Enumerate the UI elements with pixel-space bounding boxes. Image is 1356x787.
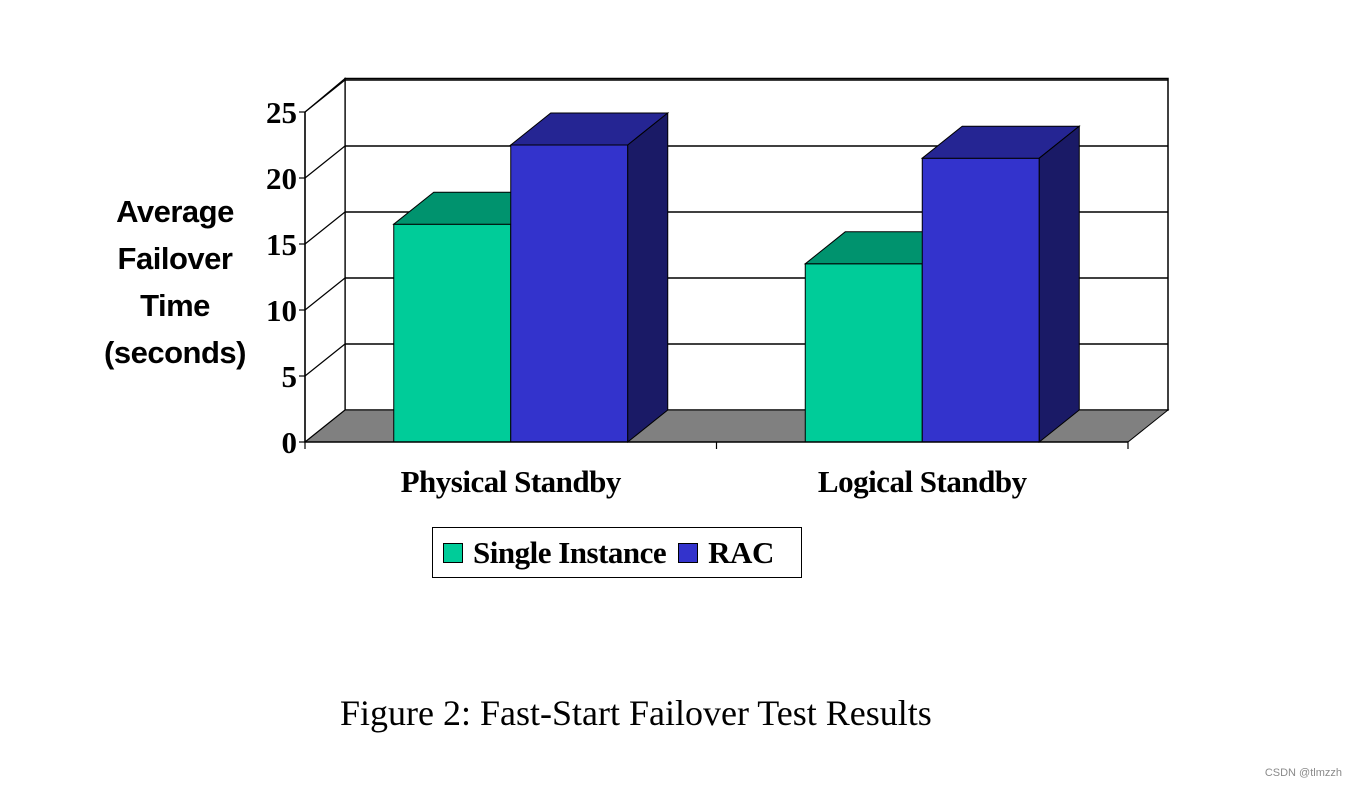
bar-side	[627, 111, 669, 444]
bar-front	[510, 144, 629, 443]
y-tick-label: 10	[266, 293, 297, 328]
category-label: Physical Standby	[401, 464, 622, 499]
y-tick-label: 0	[282, 425, 298, 460]
watermark: CSDN @tlmzzh	[1264, 767, 1342, 779]
bar-front	[393, 223, 512, 443]
bar-front	[921, 157, 1040, 443]
y-axis-label-line: Time	[140, 288, 210, 323]
legend-item-single-instance: Single Instance	[443, 534, 667, 571]
y-tick-label: 15	[266, 227, 297, 262]
bars	[392, 111, 1081, 444]
legend-swatch	[678, 542, 699, 563]
legend-item-rac: RAC	[678, 535, 774, 571]
legend-label: RAC	[708, 534, 774, 570]
side-wall	[304, 77, 346, 444]
legend-label: Single Instance	[473, 534, 667, 570]
legend-swatch	[443, 542, 463, 563]
y-tick-label: 25	[266, 95, 297, 130]
gridline-side	[304, 211, 346, 245]
category-label: Logical Standby	[818, 464, 1028, 499]
figure-caption: Figure 2: Fast-Start Failover Test Resul…	[340, 693, 932, 733]
bar	[920, 125, 1081, 444]
bar	[509, 111, 670, 444]
bar	[803, 231, 964, 443]
gridline-side	[304, 145, 346, 179]
y-axis-label-line: Failover	[117, 241, 233, 276]
bar-side	[1038, 125, 1080, 444]
y-tick-label: 5	[282, 359, 298, 394]
category-labels: Physical Standby Logical Standby	[401, 464, 1028, 499]
y-axis-label: Average Failover Time (seconds)	[90, 188, 260, 376]
bar-front	[804, 263, 923, 443]
gridline-side	[304, 343, 346, 377]
gridline-side	[304, 277, 346, 311]
y-tick-label: 20	[266, 161, 297, 196]
y-axis-label-line: Average	[116, 194, 234, 229]
y-axis-label-line: (seconds)	[104, 335, 246, 370]
gridline-side	[304, 79, 346, 113]
axes	[299, 111, 1129, 449]
y-tick-labels: 0 5 10 15 20 25	[266, 95, 297, 460]
legend: Single Instance RAC	[432, 527, 802, 578]
